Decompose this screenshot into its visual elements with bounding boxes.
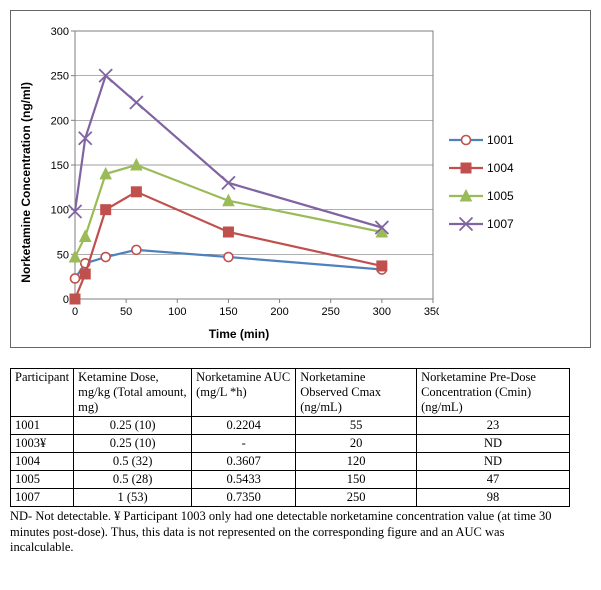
svg-text:0: 0 — [63, 294, 69, 306]
table-row: 10050.5 (28)0.543315047 — [11, 471, 570, 489]
table-cell: 1005 — [11, 471, 74, 489]
table-cell: 1004 — [11, 453, 74, 471]
svg-text:50: 50 — [57, 249, 69, 261]
table-cell: 1001 — [11, 417, 74, 435]
table-cell: 47 — [417, 471, 570, 489]
table-cell: 250 — [296, 489, 417, 507]
legend-item: 1007 — [449, 217, 514, 231]
table-cell: 0.5433 — [192, 471, 296, 489]
table-cell: ND — [417, 435, 570, 453]
table-row: 10010.25 (10)0.22045523 — [11, 417, 570, 435]
y-axis-label: Norketamine Concentration (ng/ml) — [19, 82, 33, 283]
table-cell: 120 — [296, 453, 417, 471]
svg-text:250: 250 — [322, 306, 340, 318]
table-cell: 20 — [296, 435, 417, 453]
svg-text:100: 100 — [168, 306, 186, 318]
table-cell: 1007 — [11, 489, 74, 507]
legend: 1001 1004 1005 1007 — [449, 133, 514, 231]
svg-text:50: 50 — [120, 306, 132, 318]
col-header: Norketamine Observed Cmax (ng/mL) — [296, 369, 417, 417]
col-header: Ketamine Dose, mg/kg (Total amount, mg) — [74, 369, 192, 417]
data-table: ParticipantKetamine Dose, mg/kg (Total a… — [10, 368, 570, 507]
svg-text:150: 150 — [51, 160, 69, 172]
chart-frame: Norketamine Concentration (ng/ml) 0 50 100… — [10, 10, 591, 348]
table-cell: 0.25 (10) — [74, 417, 192, 435]
table-cell: 150 — [296, 471, 417, 489]
table-cell: 23 — [417, 417, 570, 435]
legend-item: 1004 — [449, 161, 514, 175]
x-axis-label: Time (min) — [209, 327, 269, 341]
table-cell: 0.25 (10) — [74, 435, 192, 453]
table-cell: - — [192, 435, 296, 453]
svg-text:0: 0 — [72, 306, 78, 318]
col-header: Norketamine Pre-Dose Concentration (Cmin… — [417, 369, 570, 417]
legend-label: 1007 — [487, 217, 514, 231]
svg-text:150: 150 — [219, 306, 237, 318]
table-cell: 0.2204 — [192, 417, 296, 435]
legend-label: 1005 — [487, 189, 514, 203]
legend-item: 1001 — [449, 133, 514, 147]
legend-item: 1005 — [449, 189, 514, 203]
table-row: 1003¥0.25 (10)-20ND — [11, 435, 570, 453]
svg-text:100: 100 — [51, 205, 69, 217]
svg-text:300: 300 — [51, 26, 69, 38]
plot-wrap: 050100150200250300050100150200250300350 … — [39, 23, 439, 341]
svg-text:200: 200 — [270, 306, 288, 318]
table-cell: 0.3607 — [192, 453, 296, 471]
table-cell: 55 — [296, 417, 417, 435]
line-chart: 0 50 100 150 200 250 300 0 50 100 150 200 250 300 350 — [39, 23, 439, 323]
table-cell: 0.5 (28) — [74, 471, 192, 489]
col-header: Norketamine AUC (mg/L *h) — [192, 369, 296, 417]
table-cell: 98 — [417, 489, 570, 507]
svg-text:250: 250 — [51, 71, 69, 83]
table-row: 10040.5 (32)0.3607120ND — [11, 453, 570, 471]
col-header: Participant — [11, 369, 74, 417]
table-cell: ND — [417, 453, 570, 471]
table-cell: 0.5 (32) — [74, 453, 192, 471]
table-cell: 1003¥ — [11, 435, 74, 453]
svg-text:350: 350 — [424, 306, 439, 318]
svg-text:200: 200 — [51, 115, 69, 127]
table-cell: 1 (53) — [74, 489, 192, 507]
table-cell: 0.7350 — [192, 489, 296, 507]
legend-label: 1004 — [487, 161, 514, 175]
table-row: 10071 (53)0.735025098 — [11, 489, 570, 507]
footnote: ND- Not detectable. ¥ Participant 1003 o… — [10, 509, 570, 556]
ylabel-wrap: Norketamine Concentration (ng/ml) — [19, 82, 33, 283]
svg-text:300: 300 — [373, 306, 391, 318]
legend-label: 1001 — [487, 133, 514, 147]
